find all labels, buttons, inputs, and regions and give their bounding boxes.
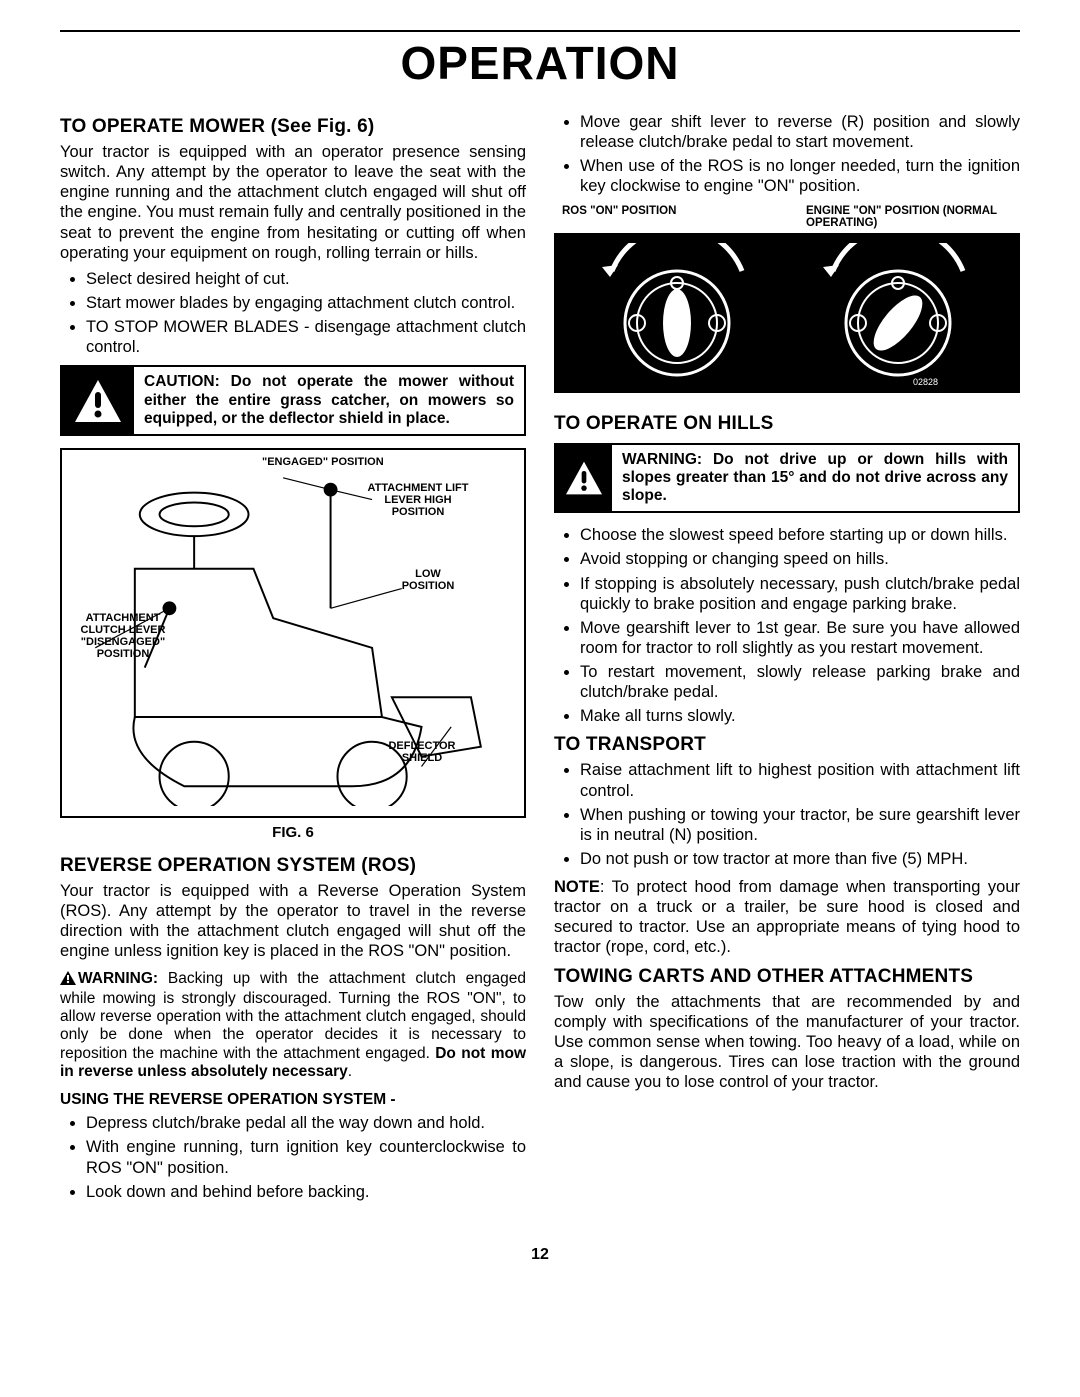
fig-label-clutch: ATTACHMENT CLUTCH LEVER "DISENGAGED" POS… [68, 612, 178, 660]
page-title: OPERATION [60, 36, 1020, 90]
figure-6-caption: FIG. 6 [60, 824, 526, 841]
list-item: Select desired height of cut. [86, 269, 526, 289]
warning-label: WARNING: [78, 970, 158, 987]
warning-triangle-icon [556, 445, 612, 512]
list-item: Choose the slowest speed before starting… [580, 525, 1020, 545]
top-rule [60, 30, 1020, 32]
list-item: To restart movement, slowly release park… [580, 662, 1020, 702]
list-item: TO STOP MOWER BLADES - disengage attachm… [86, 317, 526, 357]
list-item: Look down and behind before backing. [86, 1182, 526, 1202]
list-item: Raise attachment lift to highest positio… [580, 760, 1020, 800]
heading-operate-mower: TO OPERATE MOWER (See Fig. 6) [60, 116, 526, 138]
list-item: Depress clutch/brake pedal all the way d… [86, 1113, 526, 1133]
para-towing: Tow only the attachments that are recomm… [554, 992, 1020, 1093]
mower-bullet-list: Select desired height of cut. Start mowe… [60, 269, 526, 358]
list-item: When use of the ROS is no longer needed,… [580, 156, 1020, 196]
using-ros-list: Depress clutch/brake pedal all the way d… [60, 1113, 526, 1202]
list-item: Move gear shift lever to reverse (R) pos… [580, 112, 1020, 152]
ros-on-position-label: ROS "ON" POSITION [562, 205, 776, 229]
list-item: Avoid stopping or changing speed on hill… [580, 549, 1020, 569]
list-item: Start mower blades by engaging attachmen… [86, 293, 526, 313]
list-item: With engine running, turn ignition key c… [86, 1137, 526, 1177]
caution-box: CAUTION: Do not operate the mower withou… [60, 365, 526, 436]
heading-operate-hills: TO OPERATE ON HILLS [554, 413, 1020, 435]
figure-6-diagram: "ENGAGED" POSITION ATTACHMENT LIFT LEVER… [60, 448, 526, 818]
heading-transport: TO TRANSPORT [554, 734, 1020, 756]
page-container: OPERATION TO OPERATE MOWER (See Fig. 6) … [0, 0, 1080, 1304]
list-item: When pushing or towing your tractor, be … [580, 805, 1020, 845]
ignition-key-labels: ROS "ON" POSITION ENGINE "ON" POSITION (… [554, 205, 1020, 229]
ignition-key-diagram: 02828 [554, 233, 1020, 393]
warning-period: . [348, 1063, 352, 1080]
fig-label-deflector: DEFLECTOR SHIELD [372, 740, 472, 764]
heading-towing: TOWING CARTS AND OTHER ATTACHMENTS [554, 966, 1020, 988]
page-number: 12 [60, 1246, 1020, 1264]
two-column-layout: TO OPERATE MOWER (See Fig. 6) Your tract… [60, 108, 1020, 1210]
para-mower-intro: Your tractor is equipped with an operato… [60, 142, 526, 263]
fig-label-lift: ATTACHMENT LIFT LEVER HIGH POSITION [358, 482, 478, 518]
list-item: Do not push or tow tractor at more than … [580, 849, 1020, 869]
para-ros-intro: Your tractor is equipped with a Reverse … [60, 881, 526, 962]
fig-label-low: LOW POSITION [388, 568, 468, 592]
diagram-image-number: 02828 [913, 377, 938, 387]
hills-warning-text: WARNING: Do not drive up or down hills w… [612, 445, 1018, 512]
list-item: Move gearshift lever to 1st gear. Be sur… [580, 618, 1020, 658]
subheading-using-ros: USING THE REVERSE OPERATION SYSTEM - [60, 1091, 526, 1109]
left-column: TO OPERATE MOWER (See Fig. 6) Your tract… [60, 108, 526, 1210]
engine-on-position-label: ENGINE "ON" POSITION (NORMAL OPERATING) [806, 205, 1020, 229]
ros-warning-paragraph: WARNING: Backing up with the attachment … [60, 970, 526, 1082]
transport-bullet-list: Raise attachment lift to highest positio… [554, 760, 1020, 869]
fig-label-engaged: "ENGAGED" POSITION [262, 456, 384, 468]
right-column: Move gear shift lever to reverse (R) pos… [554, 108, 1020, 1210]
caution-text: CAUTION: Do not operate the mower withou… [134, 367, 524, 434]
caution-triangle-icon [62, 367, 134, 434]
heading-ros: REVERSE OPERATION SYSTEM (ROS) [60, 855, 526, 877]
note-label: NOTE [554, 878, 600, 896]
list-item: Make all turns slowly. [580, 706, 1020, 726]
transport-note: NOTE: To protect hood from damage when t… [554, 877, 1020, 958]
warning-triangle-icon [60, 971, 76, 990]
list-item: If stopping is absolutely necessary, pus… [580, 574, 1020, 614]
ros-continued-list: Move gear shift lever to reverse (R) pos… [554, 112, 1020, 197]
hills-bullet-list: Choose the slowest speed before starting… [554, 525, 1020, 726]
hills-warning-box: WARNING: Do not drive up or down hills w… [554, 443, 1020, 514]
note-text: : To protect hood from damage when trans… [554, 878, 1020, 956]
